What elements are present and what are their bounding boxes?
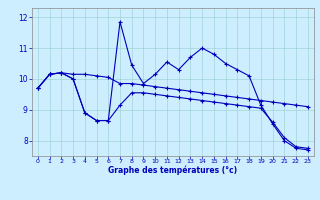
X-axis label: Graphe des températures (°c): Graphe des températures (°c) <box>108 166 237 175</box>
